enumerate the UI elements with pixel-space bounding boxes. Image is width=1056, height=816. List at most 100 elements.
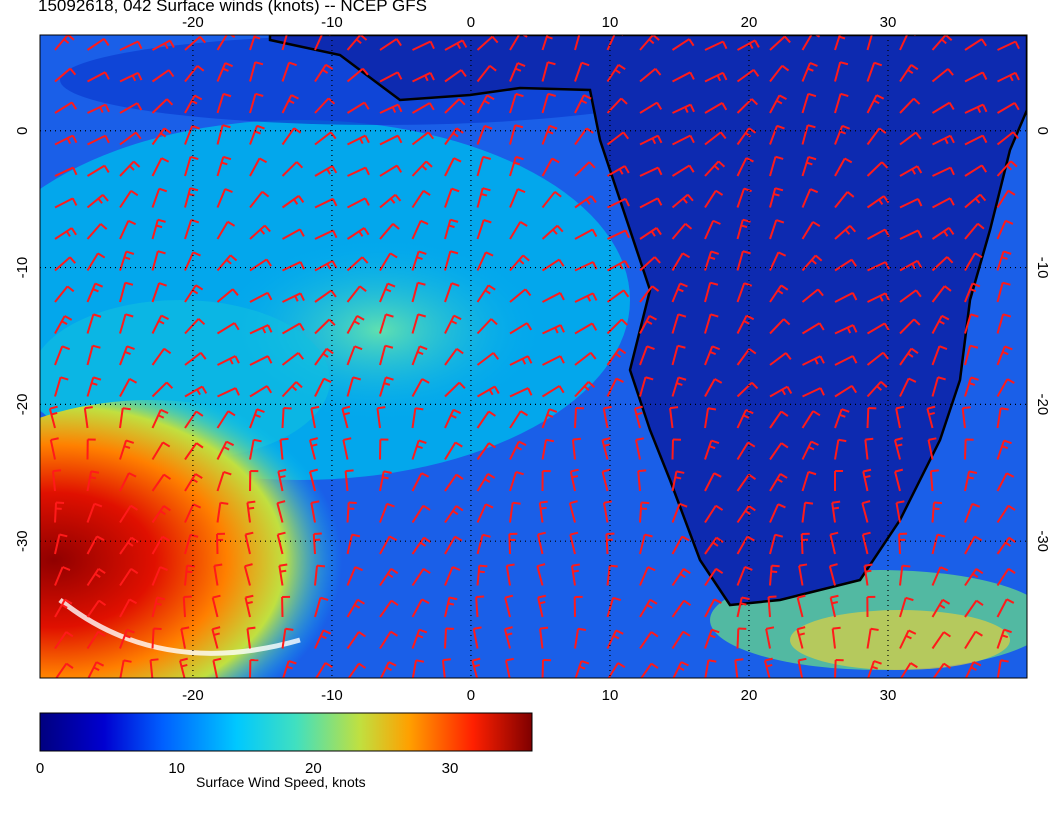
wind-barb [314,35,331,51]
wind-barb [801,470,817,492]
wind-barb [86,194,109,209]
wind-barb [1030,316,1046,334]
wind-barb [1030,283,1044,302]
wind-barb [151,381,174,398]
wind-barb [602,500,612,523]
wind-barb [834,157,853,177]
wind-barb [769,385,793,398]
wind-barb [736,505,756,524]
wind-barb [119,659,132,678]
wind-barb [931,631,951,650]
wind-barb [281,94,299,114]
wind-barb [900,662,918,678]
wind-barb [379,344,394,366]
wind-barb [508,532,518,555]
wind-barb [834,384,858,398]
wind-barb [509,440,527,460]
wind-barb [639,101,663,114]
wind-barb [964,222,985,240]
wind-barb [834,408,850,429]
wind-barb [281,161,304,177]
wind-barb [769,155,784,177]
wind-barb [119,598,138,618]
wind-barb [574,61,590,82]
wind-barb [119,378,138,397]
wind-barb [606,347,627,366]
wind-barb [931,285,952,303]
wind-barb [1030,629,1039,649]
wind-barb [704,131,727,146]
wind-barb [476,473,496,492]
wind-barb [606,564,618,586]
wind-barb [314,197,338,209]
wind-barb [86,38,110,51]
wind-barb [249,470,259,492]
wind-barb [54,35,75,51]
wind-barb [736,250,751,271]
wind-barb [314,347,334,366]
wind-barb [574,127,594,146]
wind-barb [379,223,400,240]
wind-barb [929,469,939,492]
wind-barb [249,61,264,82]
wind-barb [736,187,752,208]
wind-barb [314,596,329,618]
wind-barb [379,193,402,209]
africa-land [268,35,1027,607]
wind-barb [932,197,955,209]
wind-barb [801,410,821,429]
wind-barb [996,659,1009,678]
wind-barb [574,627,587,649]
lat-tick-label: -10 [14,257,31,279]
wind-barb [801,501,814,523]
wind-barb [444,535,463,555]
wind-barb [829,594,839,618]
lon-tick-label: -10 [321,687,343,704]
wind-barb [796,626,806,649]
wind-barb [538,500,548,523]
wind-barb [444,347,464,366]
wind-barb [86,252,106,272]
wind-barb [184,351,207,366]
wind-barb [215,532,226,555]
wind-barb [964,252,983,272]
wind-barb [669,406,679,429]
wind-barb [411,439,427,460]
wind-barb [249,157,268,177]
wind-barb [54,345,71,366]
wind-barb [606,596,622,618]
wind-barb [346,285,367,303]
wind-barb [639,566,656,586]
lon-tick-label: 20 [741,687,758,704]
wind-barb [964,71,988,83]
wind-barb [704,71,728,83]
wind-barb [801,188,819,208]
wind-barb [671,252,691,272]
wind-barb [179,657,188,678]
wind-barb [379,103,403,114]
wind-barb [509,410,528,429]
wind-barb [216,220,236,240]
wind-barb [639,197,663,209]
wind-barb [444,39,468,51]
wind-barb [476,533,491,555]
wind-barb [574,195,597,209]
wind-barb [571,437,581,460]
lon-ticks-top: -20 -10 0 10 20 30 [182,14,896,31]
wind-barb [797,657,807,678]
lat-ticks-left: 0 -10 -20 -30 [14,127,31,552]
wind-barb [314,97,336,114]
wind-barb [671,222,693,240]
lon-tick-label: -10 [321,14,343,31]
wind-barb [996,567,1016,587]
lat-tick-label: -20 [14,394,31,416]
wind-barb [574,94,592,114]
wind-barb [379,71,403,83]
wind-barb [931,345,948,366]
wind-barb [1030,475,1048,491]
wind-barb [83,406,93,429]
wind-barb [704,659,717,678]
wind-barb [444,441,463,461]
wind-barb [541,224,564,240]
wind-barb [964,164,988,177]
